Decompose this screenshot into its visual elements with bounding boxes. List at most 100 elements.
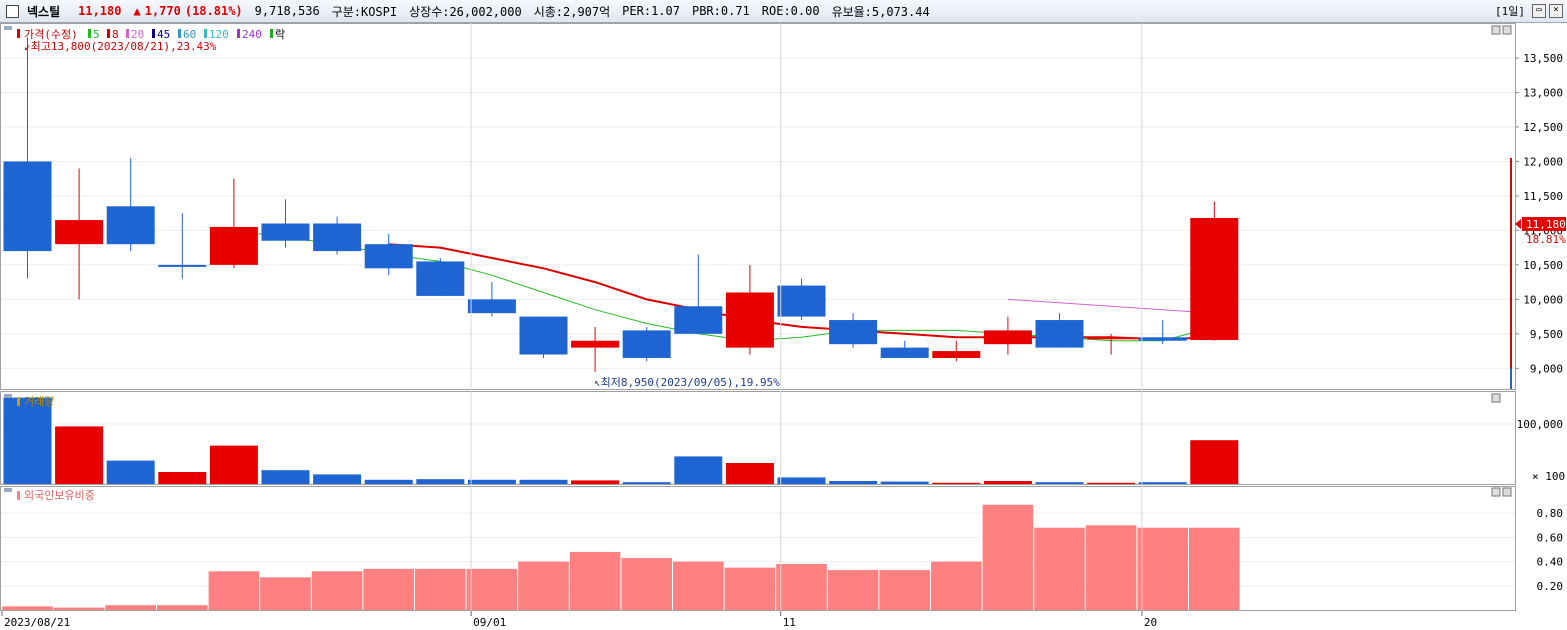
price-tag-value: 11,180	[1526, 218, 1566, 231]
volume-bar	[622, 482, 671, 484]
volume-bar	[777, 477, 826, 484]
legend-ma-swatch	[88, 29, 91, 38]
pane-handle-icon[interactable]	[4, 26, 12, 30]
legend-ma-label: 8	[112, 28, 119, 41]
legend-fall-swatch	[270, 29, 273, 38]
price-tick-label: 13,000	[1523, 87, 1563, 100]
foreign-ratio-label: 외국인보유비중	[24, 489, 95, 502]
price-tick-label: 9,000	[1530, 362, 1563, 375]
pane-handle-icon[interactable]	[4, 394, 12, 398]
roe: ROE:0.00	[761, 4, 820, 18]
volume-bar	[983, 481, 1032, 484]
volume-legend: 거래량	[17, 395, 54, 408]
pane-frames	[0, 23, 1567, 611]
foreign-ratio-bar	[1085, 525, 1137, 610]
pane-restore-icon[interactable]	[1491, 25, 1501, 35]
price-change: 1,770	[144, 4, 181, 18]
foreign-ratio-bar	[1034, 527, 1085, 610]
volume-bar	[829, 481, 878, 484]
volume-bar	[1138, 482, 1187, 484]
pane-buttons	[4, 25, 1512, 497]
volume-bar	[3, 397, 52, 484]
up-arrow-icon: ▲	[133, 4, 141, 18]
foreign-ratio-bar	[363, 568, 414, 610]
candle-body	[932, 351, 981, 358]
volume-bar	[1087, 482, 1136, 484]
foreign-ratio-bar	[208, 571, 260, 610]
candle-body	[416, 261, 465, 296]
market: 구분:KOSPI	[331, 4, 398, 19]
volume: 9,718,536	[254, 4, 320, 18]
price-tick-label: 10,500	[1523, 259, 1563, 272]
high-annotation: ↙최고13,800(2023/08/21),23.43%	[24, 40, 217, 53]
volume-bar	[1035, 482, 1084, 484]
volume-bar	[209, 445, 258, 484]
market-cap: 시총:2,907억	[533, 4, 611, 19]
legend-ma-label: 45	[157, 28, 170, 41]
foreign-ratio-bar	[982, 504, 1034, 610]
foreign-tick-label: 0.20	[1537, 580, 1564, 593]
price-grid	[1, 57, 1515, 369]
candle-body	[777, 285, 826, 317]
restore-icon[interactable]: ▭	[1532, 4, 1546, 18]
foreign-ratio-bar	[311, 571, 363, 610]
volume-tick-label: 100,000	[1517, 418, 1563, 431]
candle-body	[519, 316, 568, 355]
volume-bar	[725, 463, 774, 484]
foreign-ratio-bars	[2, 504, 1240, 610]
price-tick-label: 10,000	[1523, 293, 1563, 306]
legend-ma-swatch	[107, 29, 110, 38]
low-annotation: ↖최저8,950(2023/09/05),19.95%	[594, 376, 780, 389]
pane-restore-icon[interactable]	[1491, 393, 1501, 403]
foreign-ratio-bar	[53, 607, 105, 610]
price-pointer-icon	[1515, 219, 1521, 229]
foreign-ratio-bar	[105, 605, 156, 610]
volume-bar	[55, 426, 104, 484]
pane-handle-icon[interactable]	[4, 488, 12, 492]
ma20-line	[1007, 298, 1215, 314]
foreign-ratio-bar	[673, 561, 724, 610]
volume-y-axis: 100,000	[1, 418, 1563, 431]
foreign-ratio-bar	[415, 568, 466, 610]
volume-bar	[313, 474, 362, 484]
legend-ma-swatch	[126, 29, 129, 38]
foreign-tick-label: 0.80	[1537, 507, 1564, 520]
volume-bar	[106, 460, 155, 484]
volume-bar	[1190, 440, 1239, 484]
volume-bar	[674, 456, 723, 484]
candle-body	[983, 330, 1032, 345]
foreign-ratio-bar	[776, 564, 827, 610]
float-ratio: 유보율:5,073.44	[831, 4, 930, 19]
legend-ma-swatch	[237, 29, 240, 38]
legend-ma-label: 120	[209, 28, 229, 41]
candle-body	[364, 244, 413, 269]
listed-shares: 상장수:26,002,000	[409, 4, 522, 19]
legend-ma-label: 60	[183, 28, 196, 41]
price-tick-label: 13,500	[1523, 52, 1563, 65]
foreign-ratio-bar	[157, 605, 208, 610]
pbr: PBR:0.71	[691, 4, 750, 18]
pane-restore-icon[interactable]	[1491, 487, 1501, 497]
select-checkbox[interactable]	[6, 4, 19, 18]
candle-body	[1138, 337, 1187, 341]
period-selector[interactable]: [1일]	[1495, 5, 1525, 18]
foreign-ratio-bar	[931, 561, 982, 610]
foreign-legend: 외국인보유비중	[17, 489, 95, 502]
candle-body	[674, 306, 723, 334]
close-icon[interactable]: ×	[1549, 4, 1563, 18]
x-tick-label: 09/01	[473, 616, 506, 629]
pane-close-icon[interactable]	[1502, 25, 1512, 35]
volume-bars	[3, 397, 1239, 484]
stock-name: 넥스틸	[27, 4, 61, 19]
candle-body	[880, 347, 929, 358]
legend-ma-swatch	[152, 29, 155, 38]
price-tick-label: 12,500	[1523, 121, 1563, 134]
price-y-axis: 9,0009,50010,00010,50011,00011,50012,000…	[1515, 52, 1563, 375]
legend-price-label: 가격(수정)	[24, 28, 78, 41]
x-grid	[470, 23, 1143, 611]
foreign-ratio-bar	[724, 567, 776, 610]
pane-close-icon[interactable]	[1502, 487, 1512, 497]
volume-bar	[364, 479, 413, 484]
candle-body	[261, 223, 310, 241]
candle-body	[209, 226, 258, 265]
